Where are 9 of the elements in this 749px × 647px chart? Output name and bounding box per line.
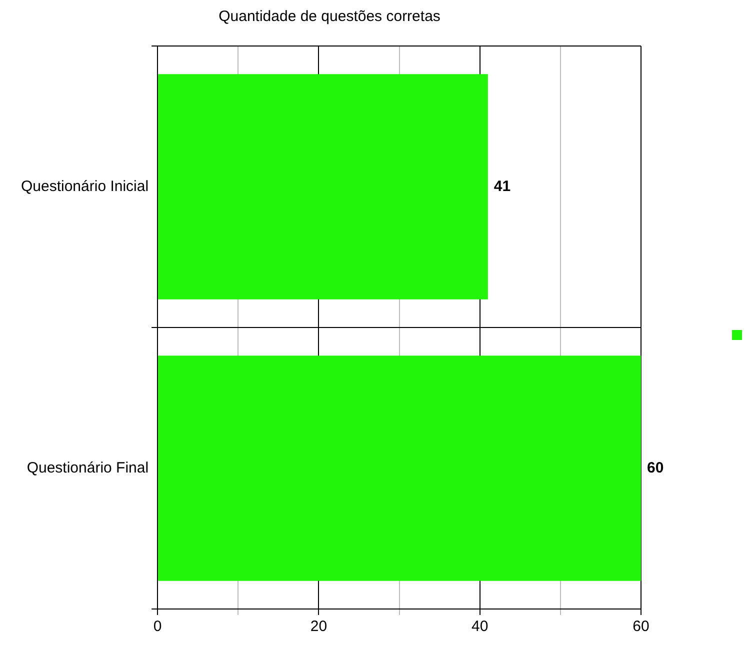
- x-tick-label: 20: [310, 618, 328, 636]
- y-tick-label: Questionário Inicial: [20, 178, 149, 195]
- data-label: 41: [494, 178, 511, 195]
- data-label: 60: [647, 459, 664, 476]
- x-tick-label: 60: [632, 618, 650, 636]
- x-tick-label: 0: [153, 618, 162, 636]
- x-tick-label: 40: [472, 618, 488, 636]
- y-tick-label: Questionário Final: [26, 459, 149, 476]
- chart-title: Quantidade de questões corretas: [218, 8, 440, 26]
